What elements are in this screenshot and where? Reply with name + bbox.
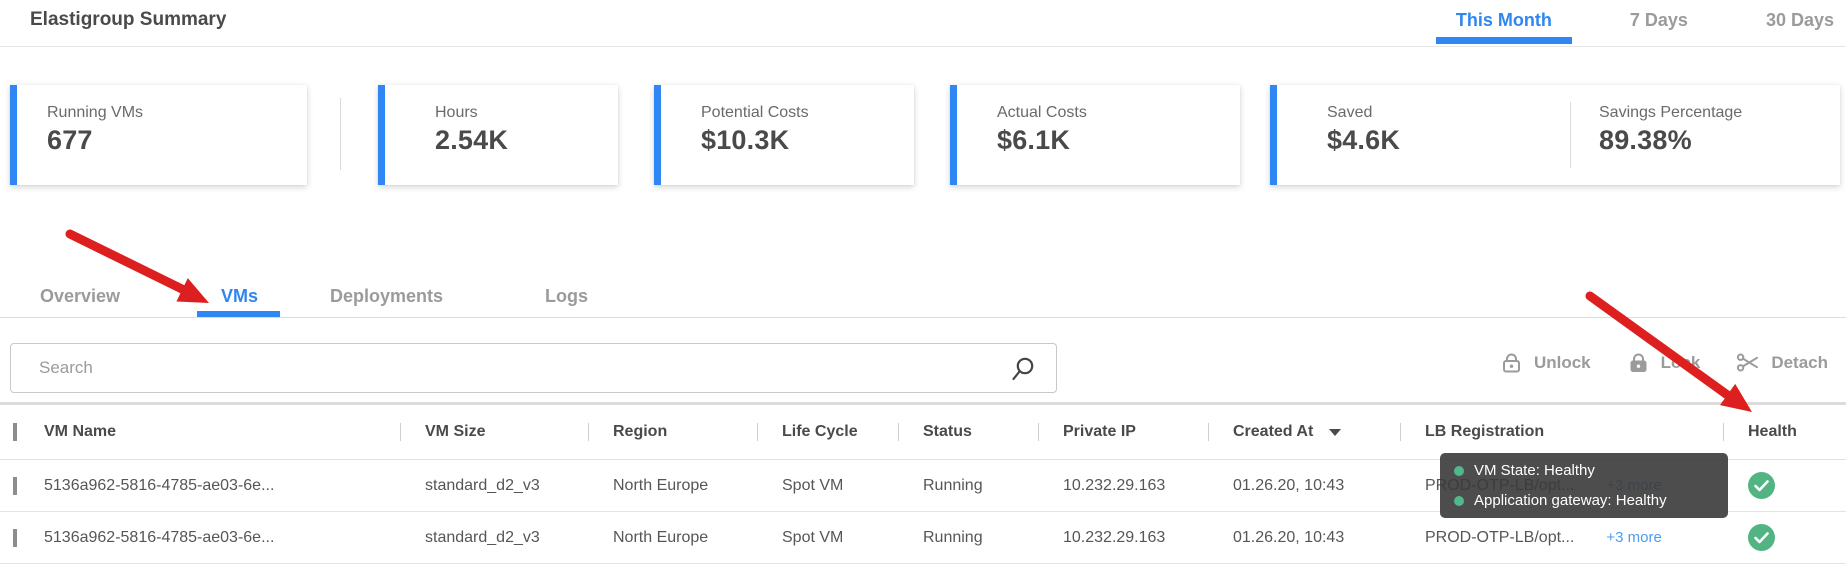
health-cell (1723, 524, 1846, 551)
health-healthy-icon[interactable] (1748, 472, 1775, 499)
col-header-created-at[interactable]: Created At (1208, 423, 1400, 441)
health-healthy-icon[interactable] (1748, 524, 1775, 551)
metric-saved: Saved $4.6K (1277, 85, 1570, 185)
metric-label: Actual Costs (997, 104, 1087, 121)
search-icon[interactable] (1010, 356, 1036, 382)
table-header-row: VM Name VM Size Region Life Cycle Status… (0, 405, 1846, 460)
metric-value: $4.6K (1327, 125, 1401, 155)
col-header-region[interactable]: Region (588, 423, 757, 441)
unlock-icon (1500, 351, 1523, 374)
health-cell (1723, 472, 1846, 499)
vm-size-cell: standard_d2_v3 (425, 528, 540, 546)
tab-logs[interactable]: Logs (545, 286, 588, 306)
lock-icon (1627, 351, 1650, 374)
card-savings: Saved $4.6K Savings Percentage 89.38% (1270, 85, 1840, 185)
scissors-icon (1736, 351, 1760, 374)
table-row[interactable]: 5136a962-5816-4785-ae03-6e... standard_d… (0, 512, 1846, 564)
active-tab-underline (197, 311, 280, 317)
col-header-created-at-label: Created At (1233, 423, 1314, 440)
healthy-dot-icon (1454, 495, 1464, 506)
col-header-private-ip[interactable]: Private IP (1038, 423, 1208, 441)
vm-name-cell: 5136a962-5816-4785-ae03-6e... (44, 528, 275, 546)
metric-label: Potential Costs (701, 104, 809, 121)
row-checkbox[interactable] (13, 528, 17, 547)
region-cell: North Europe (613, 528, 709, 546)
col-header-vm-name[interactable]: VM Name (44, 423, 117, 440)
tab-overview[interactable]: Overview (40, 286, 121, 306)
metric-label: Saved (1327, 104, 1373, 121)
metric-savings-percentage: Savings Percentage 89.38% (1571, 85, 1742, 185)
created-at-cell: 01.26.20, 10:43 (1233, 476, 1345, 494)
section-tabs: Overview VMs Deployments Logs (0, 286, 1846, 318)
search-input[interactable] (11, 344, 1056, 392)
private-ip-cell: 10.232.29.163 (1063, 476, 1166, 494)
health-tooltip: VM State: Healthy Application gateway: H… (1440, 453, 1728, 518)
row-actions: Unlock Lock Detach (1464, 351, 1828, 374)
select-all-checkbox[interactable] (13, 423, 17, 441)
life-cycle-cell: Spot VM (782, 476, 844, 494)
metric-label: Savings Percentage (1599, 104, 1743, 121)
tab-vms[interactable]: VMs (221, 286, 259, 306)
life-cycle-cell: Spot VM (782, 528, 844, 546)
metric-value: $10.3K (701, 125, 790, 155)
lb-registration-value: PROD-OTP-LB/opt... (1425, 528, 1575, 546)
search-box (10, 343, 1057, 393)
unlock-button[interactable]: Unlock (1500, 351, 1591, 374)
vm-size-cell: standard_d2_v3 (425, 476, 540, 494)
sort-desc-icon[interactable] (1329, 428, 1342, 436)
status-cell: Running (923, 528, 983, 546)
metric-value: $6.1K (997, 125, 1071, 155)
metric-value: 89.38% (1599, 125, 1692, 155)
tabs-divider-line (0, 317, 1846, 318)
cards-divider (340, 98, 341, 170)
detach-label: Detach (1771, 352, 1828, 372)
detach-button[interactable]: Detach (1736, 351, 1828, 374)
metric-value: 2.54K (435, 125, 509, 155)
lock-button[interactable]: Lock (1627, 351, 1701, 374)
col-header-life-cycle[interactable]: Life Cycle (757, 423, 898, 441)
col-header-vm-size[interactable]: VM Size (400, 423, 588, 441)
tab-deployments[interactable]: Deployments (330, 286, 444, 306)
card-actual-costs: Actual Costs $6.1K (950, 85, 1240, 185)
metric-value: 677 (47, 125, 93, 155)
tooltip-app-gateway-line: Application gateway: Healthy (1454, 492, 1714, 509)
metric-label: Running VMs (47, 104, 144, 121)
status-cell: Running (923, 476, 983, 494)
metric-divider (1570, 102, 1571, 168)
tooltip-app-gateway-text: Application gateway: Healthy (1474, 492, 1667, 509)
tooltip-vm-state-text: VM State: Healthy (1474, 462, 1595, 479)
col-header-status[interactable]: Status (898, 423, 1038, 441)
card-hours: Hours 2.54K (378, 85, 618, 185)
tooltip-vm-state-line: VM State: Healthy (1454, 462, 1714, 479)
lb-more-link[interactable]: +3 more (1606, 529, 1662, 546)
time-filter-7-days[interactable]: 7 Days (1629, 10, 1688, 30)
time-filter-this-month[interactable]: This Month (1435, 10, 1572, 44)
page-header: Elastigroup Summary This Month 7 Days 30… (0, 0, 1846, 47)
card-potential-costs: Potential Costs $10.3K (654, 85, 914, 185)
lb-registration-cell: PROD-OTP-LB/opt... +3 more (1400, 529, 1723, 547)
col-header-lb-registration[interactable]: LB Registration (1400, 423, 1723, 441)
row-checkbox[interactable] (13, 476, 17, 495)
card-running-vms: Running VMs 677 (10, 85, 307, 185)
region-cell: North Europe (613, 476, 709, 494)
page-title: Elastigroup Summary (30, 9, 227, 30)
vm-name-cell: 5136a962-5816-4785-ae03-6e... (44, 476, 275, 494)
lock-label: Lock (1660, 352, 1701, 372)
metric-label: Hours (435, 104, 478, 121)
private-ip-cell: 10.232.29.163 (1063, 528, 1166, 546)
time-filter-30-days[interactable]: 30 Days (1765, 10, 1834, 30)
time-range-filters: This Month 7 Days 30 Days (1378, 10, 1834, 44)
healthy-dot-icon (1454, 465, 1464, 476)
col-header-health[interactable]: Health (1723, 423, 1846, 441)
table-top-border (0, 402, 1846, 405)
created-at-cell: 01.26.20, 10:43 (1233, 528, 1345, 546)
unlock-label: Unlock (1533, 352, 1591, 372)
